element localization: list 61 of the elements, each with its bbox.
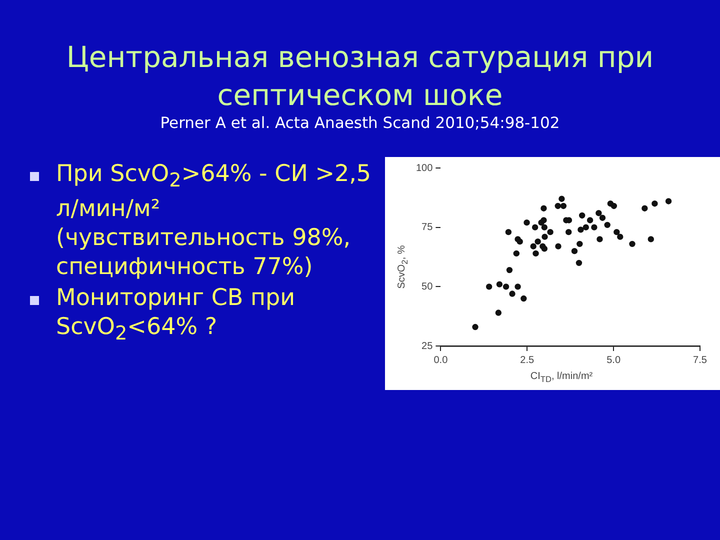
point [576,260,582,266]
point [582,224,589,230]
point [547,228,554,236]
x-tick-label: 0.0 [434,354,448,366]
point [652,200,658,207]
point [629,240,636,248]
x-tick-label: 5.0 [606,354,621,366]
point [614,228,620,236]
point [596,210,602,216]
text: При ScvO$_{2}$>64% - СИ >2,5 л/мин/м² (чувствительность 98%, специфичность 77%) [56,160,372,282]
point [495,310,502,316]
y-tick-label: 100 [416,162,434,174]
point [496,281,503,288]
x-tick-label: 7.5 [693,354,708,366]
text: Мониторинг СВ при ScvO$_{2}$<64% ? [56,284,296,346]
point [524,219,530,226]
point [596,236,603,242]
point [506,266,513,274]
point [665,198,672,204]
point [558,196,565,202]
x-tick-label: 2.5 [520,354,535,366]
point [642,205,648,212]
point [579,212,586,219]
point [591,224,598,230]
point [599,214,606,221]
point [604,222,610,228]
chart-subtitle: Perner A et al. Acta Anaesth Scand 2010;54:98-102 [159,114,561,132]
y-tick-label: 75 [422,222,434,234]
point [540,217,547,224]
point [540,205,547,212]
x-axis-title: CI$_{TD}$, l/min/m² [529,371,594,384]
point [520,295,527,302]
point [566,228,572,236]
point [578,226,584,233]
point [610,202,618,210]
point [555,243,562,250]
point [648,236,654,242]
point [586,217,594,224]
point [541,224,548,230]
point [530,243,536,250]
point [514,284,521,290]
point [486,284,492,290]
point [516,238,523,245]
point [541,246,548,252]
point [505,228,512,236]
point [509,290,516,297]
point [576,240,583,248]
point [542,234,548,240]
point [617,234,624,240]
point [554,202,561,210]
point [532,250,539,257]
chart-title: Центральная венозная сатурация при септическом шоке [65,39,655,114]
point [571,248,578,254]
point [502,284,510,290]
y-tick-label: 25 [422,340,434,352]
point [532,224,538,230]
point [513,250,520,257]
y-tick-label: 50 [422,281,434,292]
point [472,324,478,330]
point [560,202,567,210]
point [534,238,541,245]
